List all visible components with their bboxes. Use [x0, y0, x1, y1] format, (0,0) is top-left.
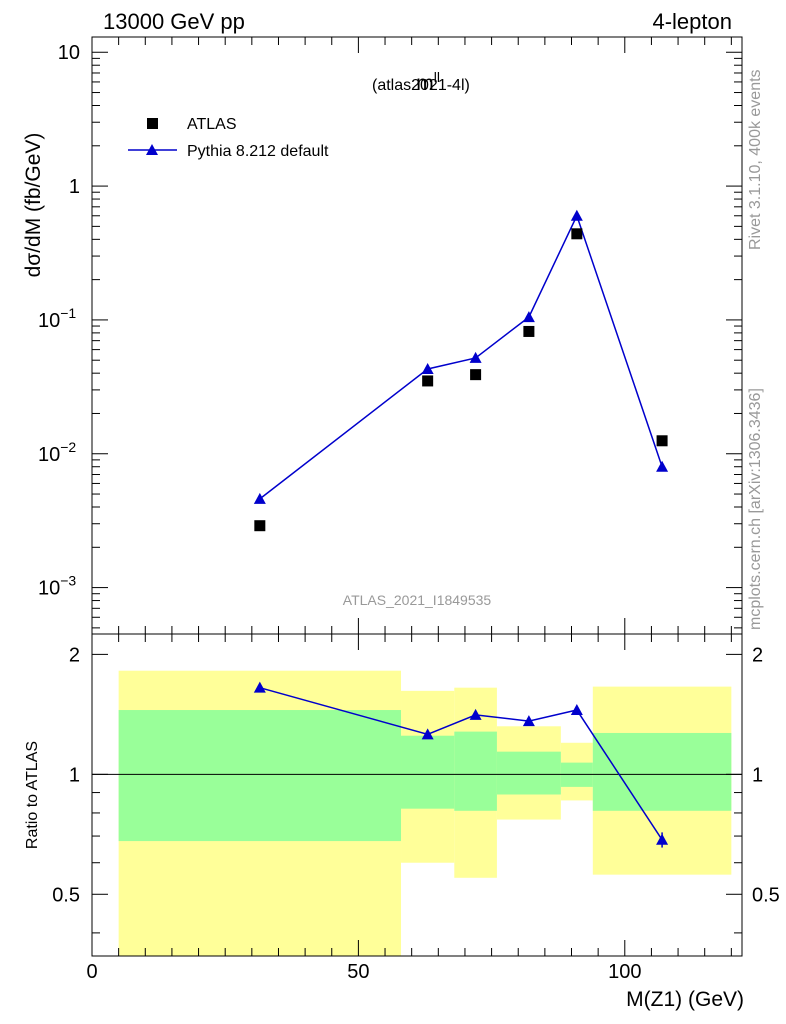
ratio-mc-marker: [253, 681, 266, 693]
ratio-y-tick-label-right: 2: [752, 644, 763, 666]
ratio-mc-line: [259, 686, 663, 841]
ratio-panel: 0.5 0.5 1 1 2 2 0 50 100 Ratio to ATLAS M(Z1) (G…: [24, 633, 780, 1011]
mc-marker: [469, 351, 482, 363]
mc-marker: [421, 362, 434, 374]
ratio-y-tick-label-left: 0.5: [52, 884, 80, 906]
ratio-y-tick-label-left: 2: [69, 644, 80, 666]
main-panel: 10−3 10−2 10−1 1 10 dσ/dM (fb/GeV) mll (atla…: [22, 36, 743, 635]
ratio-mc-marker: [469, 708, 482, 720]
main-subtitle: (atlas2021-4l): [372, 77, 470, 94]
header-right: 4-lepton: [652, 9, 732, 34]
legend-atlas-label: ATLAS: [187, 116, 237, 133]
ratio-mc-marker: [421, 728, 434, 740]
ratio-mc-marker: [656, 833, 669, 845]
data-marker: [254, 520, 266, 532]
legend-mc-marker: [146, 144, 158, 155]
data-marker: [523, 325, 535, 337]
mc-marker: [570, 209, 583, 221]
analysis-tag: ATLAS_2021_I1849535: [343, 592, 492, 608]
main-y-tick-label: 1: [69, 176, 80, 198]
side-label-bottom: mcplots.cern.ch [arXiv:1306.3436]: [747, 388, 764, 630]
ratio-band-inner: [118, 710, 402, 842]
ratio-y-tick-label-right: 0.5: [752, 884, 780, 906]
ratio-mc-marker: [570, 704, 583, 716]
main-y-tick-label: 10−3: [38, 573, 76, 600]
ratio-band-inner: [401, 735, 455, 809]
ratio-y-tick-label-left: 1: [69, 764, 80, 786]
ratio-band-inner: [592, 732, 732, 811]
ratio-plot-area: 0.5 0.5 1 1 2 2 0 50 100: [52, 634, 780, 983]
x-axis-label: M(Z1) (GeV): [626, 988, 744, 1011]
data-marker: [571, 228, 583, 240]
ratio-frame: [91, 633, 743, 957]
data-marker: [470, 369, 482, 381]
main-y-tick-label: 10−2: [38, 439, 76, 466]
main-plot-area: 10−3 10−2 10−1 1 10: [38, 37, 742, 634]
mc-marker: [522, 311, 535, 323]
data-marker: [422, 375, 434, 387]
mc-marker: [253, 492, 266, 504]
ratio-band-inner: [454, 731, 497, 811]
main-y-tick-label: 10: [58, 42, 80, 64]
side-label-top: Rivet 3.1.10, 400k events: [747, 69, 764, 250]
data-marker: [656, 435, 668, 447]
main-ylabel: dσ/dM (fb/GeV): [22, 133, 45, 278]
main-title: mll: [416, 69, 440, 95]
ratio-band-inner: [496, 751, 561, 795]
header-left: 13000 GeV pp: [103, 9, 245, 34]
ratio-x-tick-label: 50: [347, 961, 369, 983]
main-y-tick-label: 10−1: [38, 305, 76, 332]
main-title-sup: ll: [434, 69, 440, 85]
legend-mc-label: Pythia 8.212 default: [187, 143, 329, 160]
ratio-x-tick-label: 0: [86, 961, 97, 983]
mc-marker: [656, 460, 669, 472]
legend: ATLAS Pythia 8.212 default: [128, 116, 329, 160]
ratio-y-tick-label-right: 1: [752, 764, 763, 786]
ratio-x-tick-label: 100: [608, 961, 641, 983]
legend-atlas-marker: [147, 118, 158, 129]
ratio-mc-marker: [522, 715, 535, 727]
mc-line: [259, 213, 663, 500]
ratio-ylabel: Ratio to ATLAS: [24, 741, 41, 849]
